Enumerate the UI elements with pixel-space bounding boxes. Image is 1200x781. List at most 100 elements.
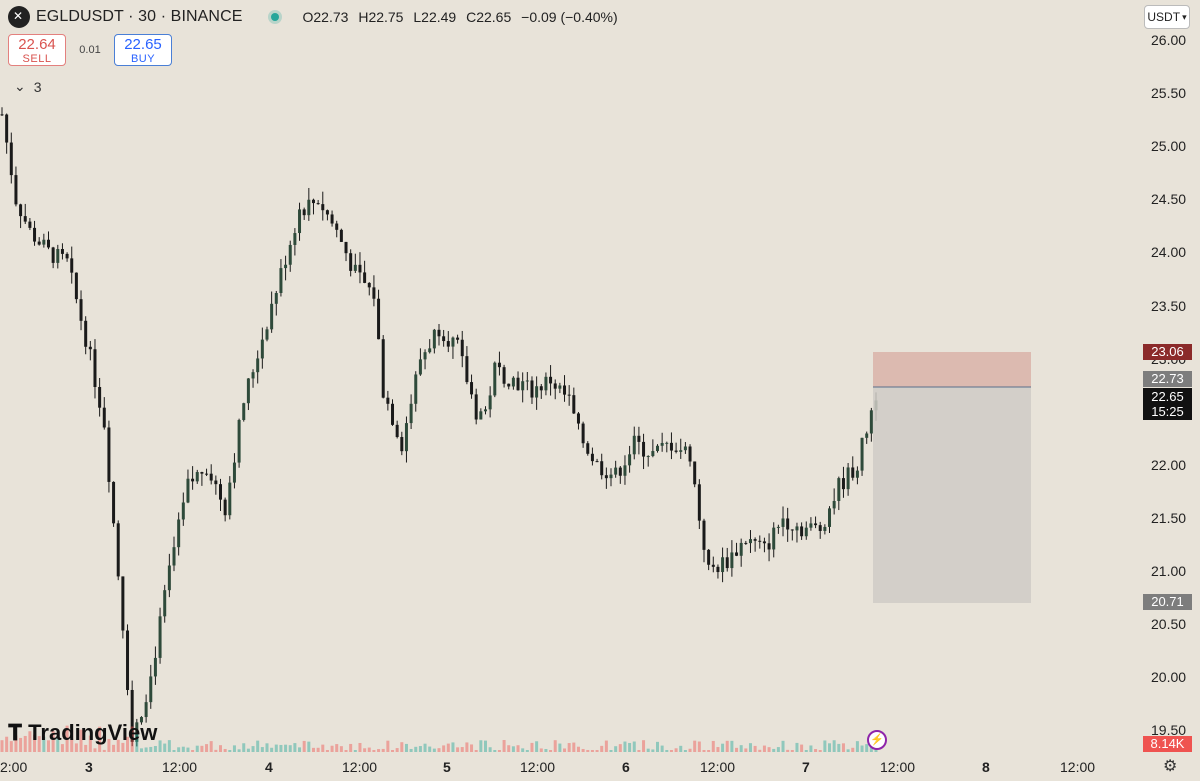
volume-bar <box>88 735 92 752</box>
candle-body <box>595 461 599 463</box>
volume-bar <box>790 750 794 752</box>
volume-bar <box>595 750 599 752</box>
candle-body <box>702 520 706 550</box>
tradingview-logo[interactable]: 𝐓 TradingView <box>8 720 157 746</box>
volume-bar <box>409 748 413 752</box>
volume-bar <box>107 738 111 752</box>
volume-bar <box>232 745 236 752</box>
candle-body <box>172 547 176 566</box>
candle-body <box>88 346 92 350</box>
volume-bar <box>205 744 209 752</box>
candle-body <box>837 478 841 501</box>
buy-button[interactable]: 22.65 BUY <box>114 34 172 66</box>
volume-bar <box>446 743 450 752</box>
volume-bar <box>358 742 362 752</box>
candle-body <box>223 499 227 516</box>
volume-bar <box>14 735 18 752</box>
candle-body <box>139 717 143 723</box>
candle-body <box>790 529 794 531</box>
volume-bar <box>284 744 288 752</box>
candle-body <box>665 442 669 444</box>
volume-bar <box>516 745 520 752</box>
volume-bar <box>293 743 297 752</box>
stop-loss-zone[interactable] <box>873 352 1031 387</box>
volume-bar <box>172 750 176 752</box>
volume-bar <box>265 743 269 752</box>
candle-body <box>516 377 520 391</box>
time-tick: 3 <box>85 759 93 775</box>
volume-bar <box>126 736 130 752</box>
volume-bar <box>437 748 441 752</box>
volume-tag: 8.14K <box>1143 736 1192 752</box>
candle-body <box>358 264 362 273</box>
candle-body <box>414 374 418 404</box>
volume-bar <box>442 745 446 752</box>
price-chart[interactable] <box>0 0 1140 757</box>
time-tick: 12:00 <box>700 759 736 775</box>
candle-body <box>130 689 134 742</box>
candle-body <box>725 557 729 569</box>
candle-body <box>744 542 748 544</box>
volume-bar <box>781 740 785 752</box>
change-value: −0.09 (−0.40%) <box>521 9 618 25</box>
gear-icon[interactable]: ⚙ <box>1163 758 1178 775</box>
last-price-tag: 22.65 15:25 <box>1143 388 1192 420</box>
candle-body <box>660 442 664 446</box>
time-tick: 7 <box>802 759 810 775</box>
time-tick: 5 <box>443 759 451 775</box>
candle-body <box>311 199 315 204</box>
buy-price: 22.65 <box>124 35 162 53</box>
lightning-icon[interactable]: ⚡ <box>867 730 887 750</box>
volume-bar <box>660 745 664 752</box>
candle-body <box>37 241 41 245</box>
candle-body <box>121 576 125 631</box>
volume-bar <box>623 741 627 752</box>
volume-bar <box>758 749 762 752</box>
candle-body <box>65 253 69 259</box>
volume-bar <box>832 740 836 752</box>
high-value: H22.75 <box>358 9 404 25</box>
candle-body <box>823 526 827 531</box>
volume-bar <box>549 750 553 752</box>
candle-body <box>502 367 506 384</box>
candle-body <box>730 552 734 569</box>
candle-body <box>776 526 780 528</box>
candle-body <box>753 539 757 541</box>
candle-body <box>42 239 46 245</box>
volume-bar <box>739 745 743 752</box>
volume-bar <box>209 741 213 752</box>
volume-bar <box>367 747 371 752</box>
candle-body <box>260 339 264 359</box>
candle-body <box>795 526 799 531</box>
indicators-toggle[interactable]: ⌄ 3 <box>14 78 42 95</box>
volume-bar <box>195 745 199 752</box>
candle-body <box>302 209 306 216</box>
volume-bar <box>855 741 859 752</box>
chevron-down-icon: ▾ <box>1182 11 1187 22</box>
candle-body <box>14 175 18 205</box>
volume-bar <box>112 744 116 752</box>
volume-bar <box>37 736 41 752</box>
candle-body <box>395 424 399 438</box>
candle-body <box>735 552 739 556</box>
volume-bar <box>818 750 822 752</box>
volume-bar <box>381 748 385 752</box>
candle-body <box>600 461 604 476</box>
volume-bar <box>693 740 697 752</box>
volume-bar <box>544 749 548 752</box>
candle-body <box>614 467 618 475</box>
volume-bar <box>372 750 376 752</box>
symbol-title[interactable]: EGLDUSDT · 30 · BINANCE <box>36 8 243 25</box>
candle-body <box>270 303 274 330</box>
volume-bar <box>219 745 222 752</box>
time-tick: 2:00 <box>0 759 28 775</box>
candle-body <box>265 329 269 340</box>
take-profit-zone[interactable] <box>873 387 1031 603</box>
volume-bar <box>609 750 613 752</box>
sell-button[interactable]: 22.64 SELL <box>8 34 66 66</box>
candle-body <box>237 419 241 463</box>
volume-bar <box>470 744 474 752</box>
volume-bar <box>614 746 618 752</box>
volume-bar <box>167 740 171 752</box>
currency-select[interactable]: USDT ▾ <box>1144 5 1190 29</box>
